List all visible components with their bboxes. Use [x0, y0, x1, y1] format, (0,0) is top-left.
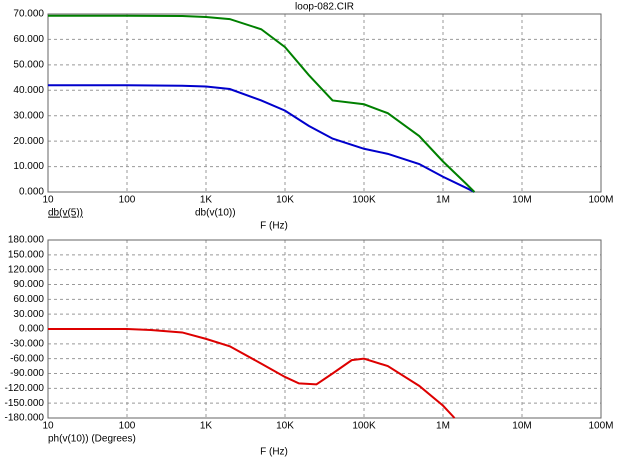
legend-entry: ph(v(10)) (Degrees)	[48, 434, 136, 445]
y-tick-label: 50.000	[13, 59, 44, 70]
x-tick-label: 10M	[512, 195, 531, 206]
y-tick-label: 30.000	[13, 309, 44, 320]
y-tick-label: -150.000	[5, 398, 45, 409]
x-tick-label: 1M	[436, 421, 450, 432]
y-tick-label: -180.000	[5, 413, 45, 424]
y-tick-label: 0.000	[19, 324, 44, 335]
series-line	[48, 328, 456, 419]
legend-entry: db(v(5))	[48, 208, 83, 219]
y-tick-label: 70.000	[13, 9, 44, 20]
x-tick-label: 1K	[200, 195, 213, 206]
x-axis-label: F (Hz)	[260, 447, 288, 458]
chart-title: loop-082.CIR	[295, 2, 354, 13]
y-tick-label: 0.000	[19, 187, 44, 198]
y-tick-label: 90.000	[13, 279, 44, 290]
x-tick-label: 100	[119, 421, 136, 432]
y-tick-label: 40.000	[13, 85, 44, 96]
y-tick-label: 60.000	[13, 294, 44, 305]
legend-entry: db(v(10))	[195, 208, 236, 219]
y-tick-label: 60.000	[13, 34, 44, 45]
y-tick-label: 180.000	[8, 235, 45, 246]
x-tick-label: 10K	[276, 421, 294, 432]
x-tick-label: 100K	[352, 195, 376, 206]
x-axis-label: F (Hz)	[260, 221, 288, 232]
y-tick-label: 10.000	[13, 161, 44, 172]
plot-frame	[47, 13, 602, 193]
x-tick-label: 1M	[436, 195, 450, 206]
y-tick-label: 20.000	[13, 136, 44, 147]
x-tick-label: 1K	[200, 421, 213, 432]
y-tick-label: -30.000	[10, 338, 44, 349]
y-tick-label: -90.000	[10, 368, 44, 379]
y-tick-label: -60.000	[10, 353, 44, 364]
y-tick-label: -120.000	[5, 383, 45, 394]
series-line	[48, 14, 476, 193]
x-tick-label: 100M	[588, 195, 613, 206]
x-tick-label: 10	[42, 421, 54, 432]
x-tick-label: 10K	[276, 195, 294, 206]
x-tick-label: 100	[119, 195, 136, 206]
y-tick-label: 120.000	[8, 264, 45, 275]
y-tick-label: 150.000	[8, 249, 45, 260]
x-tick-label: 10M	[512, 421, 531, 432]
series-line	[48, 84, 475, 193]
y-tick-label: 30.000	[13, 110, 44, 121]
x-tick-label: 10	[42, 195, 54, 206]
x-tick-label: 100M	[588, 421, 613, 432]
x-tick-label: 100K	[352, 421, 376, 432]
